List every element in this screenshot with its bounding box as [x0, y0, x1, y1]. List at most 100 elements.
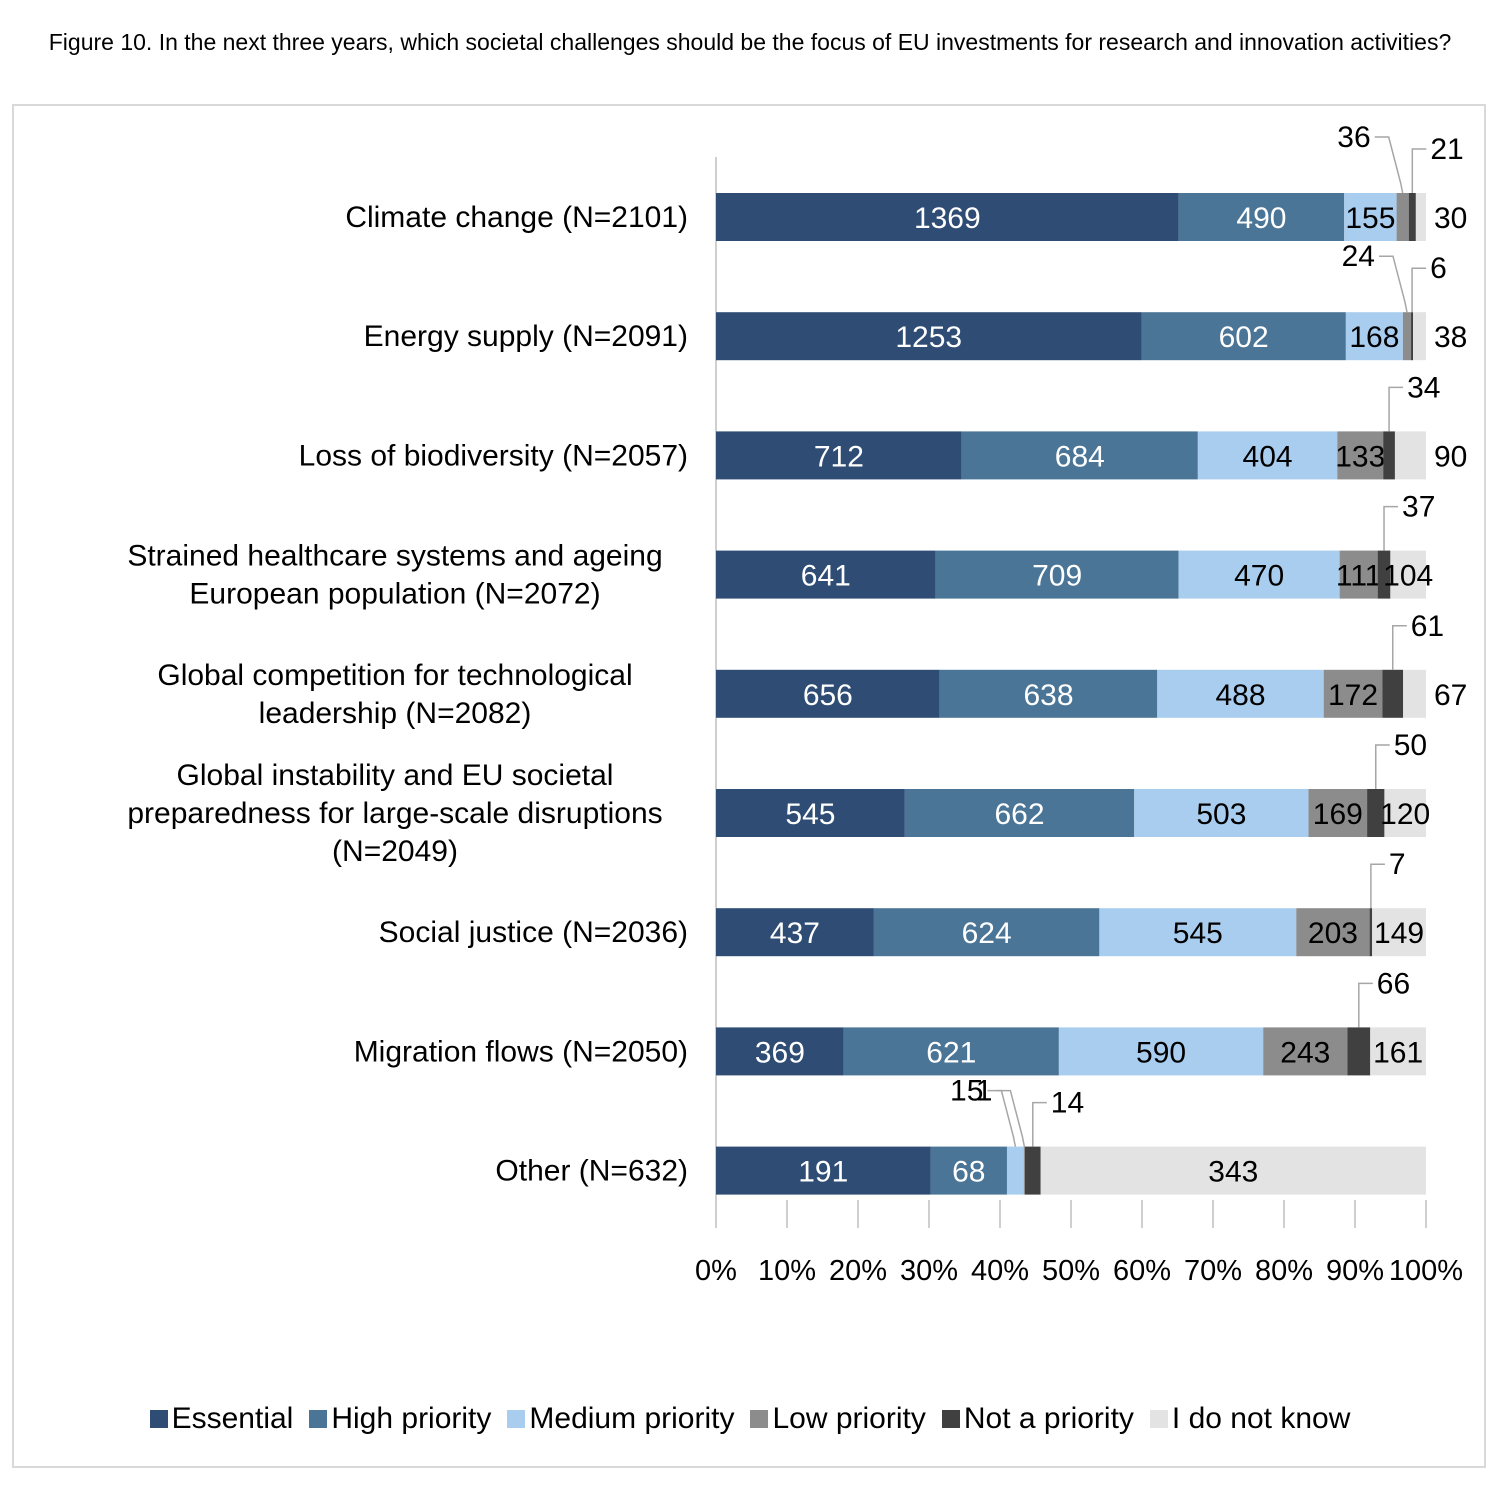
bar-segment — [1413, 312, 1426, 361]
category-label: (N=2049) — [332, 835, 458, 868]
callout-line — [1411, 148, 1427, 193]
bar-segment — [1141, 312, 1346, 361]
bar-segment — [1178, 193, 1345, 241]
legend-swatch — [1149, 1410, 1168, 1428]
callout-line — [1370, 863, 1385, 909]
bar-segment — [1099, 908, 1297, 957]
figure-title: Figure 10. In the next three years, whic… — [48, 29, 1452, 55]
legend-item: Essential — [149, 1402, 293, 1436]
category-label: Energy supply (N=2091) — [364, 320, 688, 353]
data-label: 488 — [1215, 679, 1265, 712]
data-label: 545 — [1173, 917, 1223, 950]
bar-segment — [1178, 550, 1340, 599]
data-label: 638 — [1023, 679, 1073, 712]
bar-segment — [1040, 1146, 1426, 1195]
bar-segment — [1370, 1027, 1426, 1076]
legend-item: High priority — [309, 1402, 491, 1436]
data-label: 621 — [926, 1036, 976, 1069]
data-label: 90 — [1434, 440, 1467, 473]
data-label: 169 — [1313, 798, 1363, 831]
data-label: 684 — [1055, 440, 1105, 473]
data-label: 602 — [1219, 321, 1269, 354]
bar-segment — [1337, 431, 1384, 480]
data-label: 68 — [952, 1156, 985, 1189]
bar-segment — [716, 789, 905, 837]
data-label: 38 — [1434, 321, 1467, 354]
legend-item: Low priority — [750, 1402, 926, 1436]
legend-swatch — [507, 1410, 526, 1428]
legend-swatch — [941, 1410, 960, 1428]
legend-label: Not a priority — [963, 1402, 1134, 1435]
data-label: 14 — [1051, 1087, 1084, 1120]
bar-segment — [1197, 431, 1338, 480]
x-tick-label: 90% — [1326, 1255, 1384, 1287]
data-label: 168 — [1349, 321, 1399, 354]
legend-label: High priority — [331, 1402, 492, 1435]
legend-label: I do not know — [1171, 1402, 1351, 1435]
callout-line — [1388, 386, 1404, 432]
x-tick-label: 40% — [971, 1255, 1029, 1287]
data-label: 404 — [1243, 440, 1293, 473]
callout-line — [1383, 505, 1399, 551]
bar-segment — [1415, 193, 1426, 241]
data-label: 67 — [1434, 679, 1467, 712]
bar-segment — [939, 669, 1158, 718]
bar-segment — [1402, 312, 1412, 361]
data-label: 30 — [1434, 202, 1467, 235]
bar-segment — [1390, 550, 1426, 599]
category-label: Global instability and EU societal — [177, 759, 614, 792]
bar-segment — [843, 1027, 1059, 1076]
data-label: 470 — [1234, 560, 1284, 593]
data-label: 641 — [801, 560, 851, 593]
data-label: 104 — [1383, 560, 1433, 593]
category-label: Other (N=632) — [495, 1155, 688, 1188]
x-tick-label: 20% — [829, 1255, 887, 1287]
bar-segment — [1263, 1027, 1348, 1076]
x-tick-label: 80% — [1255, 1255, 1313, 1287]
data-label: 36 — [1337, 121, 1370, 154]
data-label: 155 — [1345, 202, 1395, 235]
x-tick-label: 100% — [1389, 1255, 1463, 1287]
bar-segment — [1339, 550, 1378, 599]
bar-segment — [1296, 908, 1370, 957]
data-label: 343 — [1208, 1156, 1258, 1189]
callout-line — [1032, 1101, 1047, 1147]
bar-segment — [873, 908, 1100, 957]
legend-swatch — [309, 1410, 328, 1428]
data-label: 624 — [962, 917, 1012, 950]
bar-segment — [716, 1146, 931, 1195]
data-label: 709 — [1032, 560, 1082, 593]
bar-segment — [1134, 789, 1309, 837]
data-label: 662 — [995, 798, 1045, 831]
chart-legend: Essential High priority Medium priority Low… — [0, 1402, 1500, 1436]
data-label: 149 — [1374, 917, 1424, 950]
data-label: 203 — [1308, 917, 1358, 950]
bar-segment — [716, 908, 874, 957]
bar-segment — [1377, 550, 1391, 599]
bar-segment — [1308, 789, 1368, 837]
data-label: 15 — [950, 1075, 983, 1108]
bar-segment — [716, 669, 940, 718]
bar-segment — [1382, 669, 1404, 718]
legend-label: Low priority — [772, 1402, 926, 1435]
bar-segment — [1372, 908, 1426, 957]
data-label: 1369 — [914, 202, 981, 235]
legend-item: Not a priority — [941, 1402, 1134, 1436]
data-label: 133 — [1335, 440, 1385, 473]
callout-line — [987, 1089, 1017, 1147]
bar-segment — [930, 1146, 1007, 1195]
data-label: 243 — [1280, 1036, 1330, 1069]
bar-segment — [935, 550, 1179, 599]
callout-line — [1411, 267, 1427, 313]
callout-line — [1374, 136, 1404, 194]
bar-segment — [1024, 1146, 1041, 1195]
x-tick-label: 30% — [900, 1255, 958, 1287]
data-label: 161 — [1373, 1036, 1423, 1069]
legend-label: Medium priority — [529, 1402, 735, 1435]
data-label: 61 — [1411, 610, 1444, 643]
bar-segment — [1411, 312, 1414, 361]
bar-segment — [1157, 669, 1324, 718]
bar-segment — [1384, 789, 1426, 837]
callout-line — [1392, 625, 1407, 670]
